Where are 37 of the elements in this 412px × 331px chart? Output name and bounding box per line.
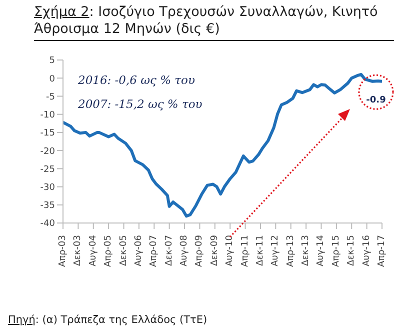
- y-tick-label: 5: [49, 56, 55, 66]
- x-tick-label: Απρ-05: [104, 235, 114, 267]
- y-tick-label: -20: [40, 146, 56, 157]
- x-tick-label: Δεκ-13: [301, 235, 312, 266]
- annotation: 2016: -0,6 ως % του: [78, 73, 195, 87]
- chart-title: Σχήμα 2: Ισοζύγιο Τρεχουσών Συναλλαγών, Κινητό Άθροισμα 12 Μηνών (δις €): [34, 4, 394, 41]
- x-tick-label: Αυγ-14: [316, 234, 326, 266]
- x-tick-label: Δεκ-11: [255, 235, 266, 266]
- y-tick-label: -10: [40, 110, 56, 121]
- y-tick-label: -5: [46, 92, 55, 102]
- y-tick-label: 0: [49, 74, 56, 84]
- x-tick-label: Δεκ-05: [118, 235, 129, 266]
- y-tick-label: -30: [40, 182, 56, 193]
- annotation: -0.9: [366, 95, 386, 106]
- x-tick-label: Αυγ-08: [180, 234, 190, 266]
- x-tick-label: Αυγ-10: [225, 234, 236, 266]
- x-tick-label: Δεκ-07: [164, 235, 174, 266]
- y-tick-label: -15: [40, 128, 55, 139]
- x-tick-label: Απρ-09: [194, 234, 205, 267]
- y-tick-label: -40: [40, 219, 56, 230]
- x-tick-label: Αυγ-16: [362, 234, 372, 266]
- x-tick-label: Απρ-11: [240, 235, 250, 267]
- x-tick-label: Αυγ-06: [134, 234, 144, 266]
- y-tick-label: -25: [40, 164, 55, 175]
- x-tick-label: Αυγ-12: [270, 235, 281, 266]
- x-tick-label: Δεκ-15: [346, 235, 357, 266]
- x-tick-label: Απρ-15: [331, 235, 342, 267]
- x-tick-label: Αυγ-04: [88, 234, 98, 266]
- y-tick-label: -35: [40, 201, 55, 212]
- x-tick-label: Απρ-17: [377, 235, 387, 267]
- annotation: 2007: -15,2 ως % του: [78, 97, 202, 111]
- x-tick-label: Απρ-03: [58, 235, 68, 267]
- x-tick-label: Δεκ-03: [73, 235, 84, 266]
- x-tick-label: Απρ-07: [149, 235, 160, 267]
- text: Πηγή: (α) Τράπεζα της Ελλάδος (ΤτΕ): [8, 314, 208, 326]
- x-tick-label: Δεκ-09: [210, 234, 220, 266]
- x-tick-label: Απρ-13: [286, 235, 296, 267]
